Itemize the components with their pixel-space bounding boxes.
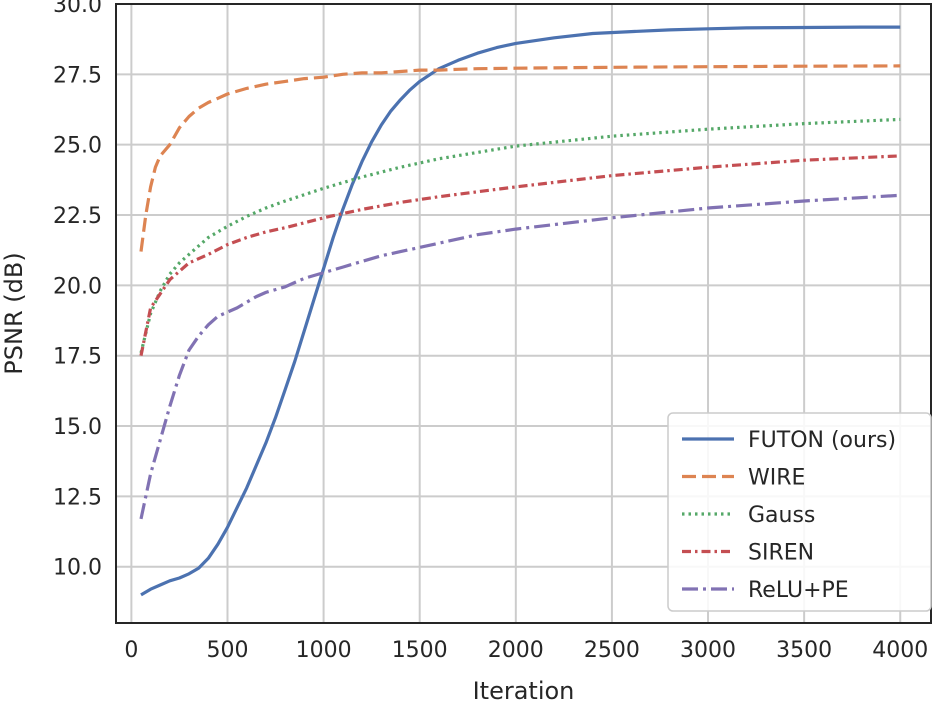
tick-labels: 0 500 1000 1500 2000 2500 3000 3500 4000 10.0 12.5… xyxy=(53,0,928,663)
x-tick-label: 1000 xyxy=(296,638,352,663)
x-tick-label: 4000 xyxy=(872,638,928,663)
y-tick-label: 22.5 xyxy=(53,204,102,229)
y-tick-label: 30.0 xyxy=(53,0,102,18)
legend-label: Gauss xyxy=(748,503,815,528)
y-axis-label: PSNR (dB) xyxy=(0,252,28,374)
y-tick-label: 15.0 xyxy=(53,415,102,440)
x-tick-label: 3500 xyxy=(776,638,832,663)
x-tick-label: 1500 xyxy=(392,638,448,663)
x-axis-label: Iteration xyxy=(473,677,575,705)
x-tick-label: 2500 xyxy=(584,638,640,663)
legend-box xyxy=(667,412,932,612)
x-tick-label: 2000 xyxy=(488,638,544,663)
y-tick-label: 20.0 xyxy=(53,274,102,299)
y-tick-label: 17.5 xyxy=(53,345,102,370)
series-lines xyxy=(139,25,901,597)
legend-label: WIRE xyxy=(748,466,805,491)
legend-label: SIREN xyxy=(748,541,814,566)
legend: FUTON (ours) WIRE Gauss SIREN ReLU+PE xyxy=(667,412,932,612)
y-tick-label: 25.0 xyxy=(53,134,102,159)
series-line-relu-pe xyxy=(139,193,901,520)
plot-frame xyxy=(115,3,932,624)
x-tick-label: 500 xyxy=(206,638,248,663)
y-tick-label: 12.5 xyxy=(53,485,102,510)
x-tick-label: 0 xyxy=(124,638,138,663)
series-line-wire xyxy=(139,64,901,252)
legend-label: FUTON (ours) xyxy=(748,428,896,453)
legend-label: ReLU+PE xyxy=(748,578,849,603)
series-line-siren xyxy=(139,154,901,357)
series-line-futon-ours xyxy=(140,25,901,597)
x-tick-label: 3000 xyxy=(680,638,736,663)
y-tick-label: 10.0 xyxy=(53,556,102,581)
y-tick-label: 27.5 xyxy=(53,63,102,88)
series-line-gauss xyxy=(139,117,901,354)
